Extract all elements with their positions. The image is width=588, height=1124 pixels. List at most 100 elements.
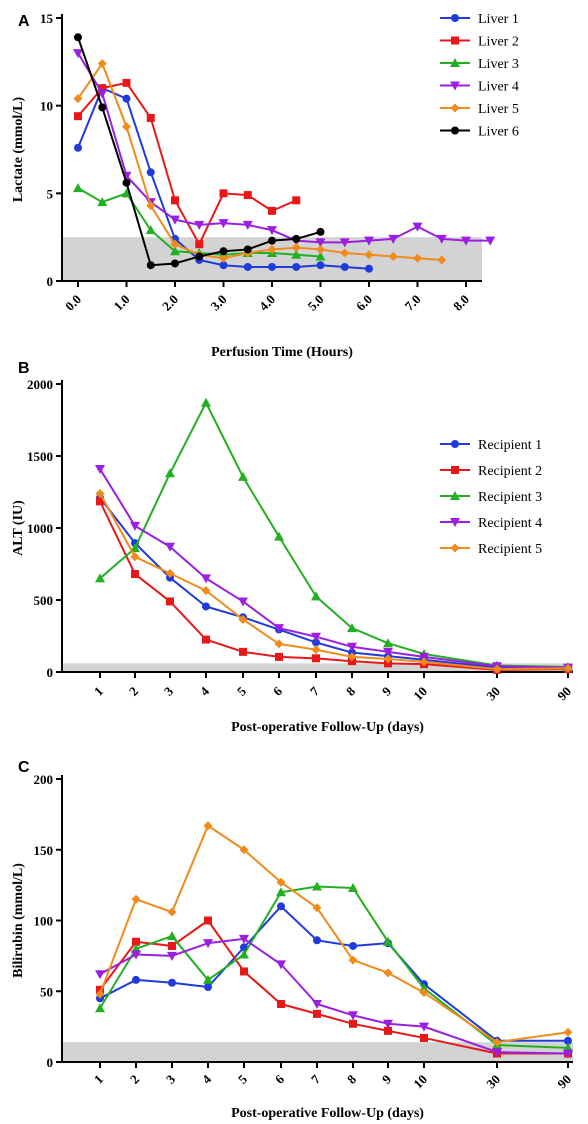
- data-point: [564, 1036, 572, 1045]
- panel-letter: A: [18, 13, 30, 30]
- series-line: [99, 905, 568, 1042]
- legend-label: Recipient 2: [478, 464, 542, 479]
- series-line: [99, 401, 569, 668]
- data-point: [130, 552, 140, 562]
- data-point: [419, 988, 429, 998]
- data-point: [170, 239, 180, 249]
- y-axis-title: Bilirubin (mmol/L): [11, 863, 26, 978]
- legend-marker: [450, 518, 460, 527]
- data-point: [315, 238, 326, 248]
- y-tick-label: 1500: [27, 449, 53, 464]
- data-point: [73, 183, 83, 193]
- data-point: [485, 236, 496, 246]
- data-point: [96, 497, 104, 506]
- normal-range-band: [63, 663, 573, 672]
- data-point: [315, 251, 326, 261]
- data-point: [202, 635, 210, 644]
- data-point: [131, 950, 141, 960]
- series-line: [99, 919, 568, 1055]
- data-point: [204, 983, 212, 992]
- x-tick-label: 6: [272, 1071, 288, 1087]
- y-tick-label: 0: [47, 1055, 54, 1070]
- y-tick-label: 150: [34, 843, 54, 858]
- data-point: [167, 931, 177, 941]
- data-point: [74, 112, 82, 121]
- data-point: [277, 999, 285, 1008]
- x-tick-label: 1: [91, 684, 106, 699]
- series-line: [99, 937, 569, 1055]
- data-point: [383, 654, 393, 664]
- data-point: [347, 623, 357, 633]
- data-point: [130, 521, 140, 531]
- x-tick-label: 1.0: [111, 292, 133, 314]
- legend-label: Liver 3: [478, 57, 519, 72]
- data-point: [132, 975, 140, 984]
- data-point: [436, 234, 447, 244]
- x-tick-label: 10: [410, 684, 430, 704]
- y-tick-label: 0: [47, 274, 54, 289]
- data-point: [146, 168, 155, 177]
- data-point: [291, 243, 301, 253]
- data-point: [311, 632, 321, 642]
- x-tick-label: 3.0: [208, 292, 230, 314]
- legend-marker: [451, 36, 459, 45]
- x-tick-label: 2: [127, 1072, 142, 1087]
- x-axis-title: Perfusion Time (Hours): [211, 345, 353, 360]
- data-point: [239, 949, 249, 959]
- data-point: [165, 468, 175, 478]
- data-point: [419, 1022, 429, 1032]
- data-point: [171, 196, 179, 205]
- data-point: [316, 244, 325, 254]
- data-point: [203, 939, 213, 949]
- x-tick-label: 7: [308, 1071, 324, 1087]
- series-line: [77, 62, 442, 261]
- data-point: [348, 955, 358, 965]
- data-point: [146, 113, 155, 122]
- data-point: [268, 236, 276, 245]
- data-point: [383, 638, 393, 648]
- data-point: [201, 586, 211, 596]
- legend: Recipient 1 Recipient 2 Recipient 3 Recipie…: [440, 438, 542, 557]
- data-point: [276, 960, 286, 970]
- data-point: [388, 234, 399, 244]
- x-tick-label: 5: [235, 1071, 251, 1087]
- data-point: [383, 1019, 393, 1029]
- data-point: [171, 259, 179, 268]
- series-purple: [95, 934, 573, 1059]
- x-tick-label: 2: [126, 684, 141, 699]
- data-point: [312, 638, 320, 647]
- series-line: [99, 500, 569, 671]
- x-tick-label: 2.0: [159, 292, 181, 314]
- data-point: [267, 244, 277, 254]
- series-liver-5: [73, 59, 447, 265]
- data-point: [312, 999, 322, 1009]
- data-point: [349, 941, 357, 950]
- data-point: [95, 970, 105, 980]
- data-point: [166, 597, 174, 606]
- x-tick-label: 5: [234, 683, 250, 699]
- series-green: [95, 881, 573, 1052]
- data-point: [167, 907, 177, 917]
- legend-label: Recipient 1: [478, 438, 542, 453]
- panel-a: A 0 5 10 15 0.0 1.0 2.0 3.0 4.0 5.0 6.0 7.0 8.0 Perfus…: [11, 11, 519, 360]
- data-point: [347, 652, 357, 662]
- legend: Liver 1 Liver 2 Liver 3 Liver 4 Liver 5 Liver…: [440, 12, 519, 140]
- x-tick-label: 4: [199, 1071, 215, 1087]
- data-point: [238, 614, 248, 624]
- data-point: [239, 845, 249, 855]
- data-point: [364, 250, 374, 260]
- data-point: [274, 639, 284, 649]
- data-point: [291, 249, 302, 259]
- data-point: [316, 261, 325, 270]
- data-point: [219, 253, 228, 263]
- data-point: [292, 262, 301, 271]
- data-point: [268, 206, 276, 215]
- x-tick-label: 30: [483, 1072, 503, 1092]
- y-tick-label: 500: [34, 593, 54, 608]
- panel-letter: C: [18, 759, 30, 776]
- y-tick-label: 200: [34, 772, 54, 787]
- data-point: [168, 978, 176, 987]
- y-tick-label: 0: [47, 665, 54, 680]
- legend-label: Recipient 3: [478, 490, 542, 505]
- legend-marker: [451, 440, 459, 448]
